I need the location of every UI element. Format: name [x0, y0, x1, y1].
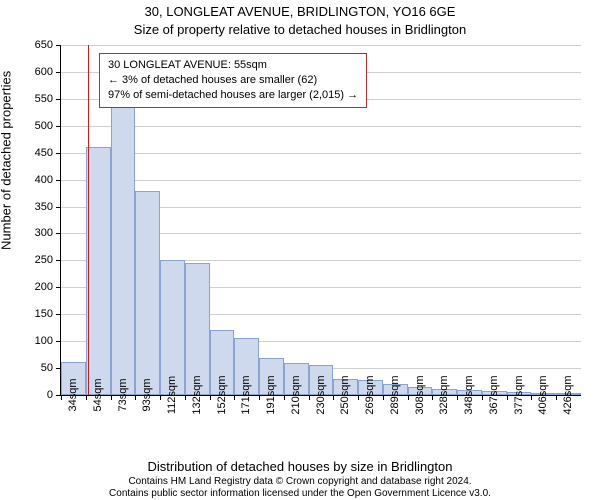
x-tick-label: 269sqm	[358, 375, 376, 414]
x-tick-label: 348sqm	[457, 375, 475, 414]
reference-line	[88, 45, 89, 395]
histogram-bar	[135, 191, 160, 395]
y-tick-label: 350	[35, 201, 61, 213]
y-tick-label: 600	[35, 66, 61, 78]
x-tick-label: 132sqm	[185, 375, 203, 414]
x-tick-label: 191sqm	[259, 375, 277, 414]
y-tick-label: 550	[35, 93, 61, 105]
y-tick-label: 500	[35, 120, 61, 132]
annotation-line-1: 30 LONGLEAT AVENUE: 55sqm	[108, 58, 358, 73]
y-tick-label: 150	[35, 308, 61, 320]
chart-title: 30, LONGLEAT AVENUE, BRIDLINGTON, YO16 6…	[0, 4, 600, 19]
plot-area: 0501001502002503003504004505005506006503…	[60, 45, 581, 396]
x-tick-label: 34sqm	[61, 378, 79, 411]
y-tick-label: 0	[47, 389, 61, 401]
y-tick-label: 450	[35, 147, 61, 159]
x-tick-label: 250sqm	[333, 375, 351, 414]
y-tick-label: 400	[35, 174, 61, 186]
x-tick-label: 230sqm	[309, 375, 327, 414]
credits-line-2: Contains public sector information licen…	[0, 488, 600, 500]
x-tick-label: 210sqm	[284, 375, 302, 414]
x-tick-label: 426sqm	[556, 375, 574, 414]
histogram-bar	[86, 147, 111, 395]
credits-line-1: Contains HM Land Registry data © Crown c…	[0, 476, 600, 488]
x-tick-label: 308sqm	[408, 375, 426, 414]
y-tick-label: 50	[41, 362, 61, 374]
gridline	[61, 126, 581, 127]
x-axis-label: Distribution of detached houses by size …	[0, 459, 600, 474]
x-tick-label: 377sqm	[507, 375, 525, 414]
annotation-line-2: ← 3% of detached houses are smaller (62)	[108, 73, 358, 88]
gridline	[61, 153, 581, 154]
x-tick-label: 171sqm	[234, 375, 252, 414]
x-tick-label: 328sqm	[432, 375, 450, 414]
x-tick-label: 367sqm	[482, 375, 500, 414]
annotation-line-3: 97% of semi-detached houses are larger (…	[108, 88, 358, 103]
histogram-bar	[111, 88, 136, 395]
gridline	[61, 180, 581, 181]
x-tick-label: 406sqm	[531, 375, 549, 414]
x-tick-label: 73sqm	[111, 378, 129, 411]
x-tick-label: 93sqm	[135, 378, 153, 411]
x-tick-label: 112sqm	[160, 376, 178, 414]
histogram-bar	[160, 260, 185, 395]
gridline	[61, 45, 581, 46]
y-tick-label: 100	[35, 335, 61, 347]
x-tick-label: 289sqm	[383, 375, 401, 414]
y-tick-label: 250	[35, 254, 61, 266]
annotation-box: 30 LONGLEAT AVENUE: 55sqm ← 3% of detach…	[99, 53, 367, 108]
y-tick-label: 200	[35, 281, 61, 293]
credits: Contains HM Land Registry data © Crown c…	[0, 476, 600, 500]
y-tick-label: 650	[35, 39, 61, 51]
y-axis-label: Number of detached properties	[0, 71, 14, 250]
y-tick-label: 300	[35, 227, 61, 239]
x-tick-label: 152sqm	[210, 375, 228, 414]
chart-subtitle: Size of property relative to detached ho…	[0, 22, 600, 37]
histogram-chart: 30, LONGLEAT AVENUE, BRIDLINGTON, YO16 6…	[0, 0, 600, 500]
